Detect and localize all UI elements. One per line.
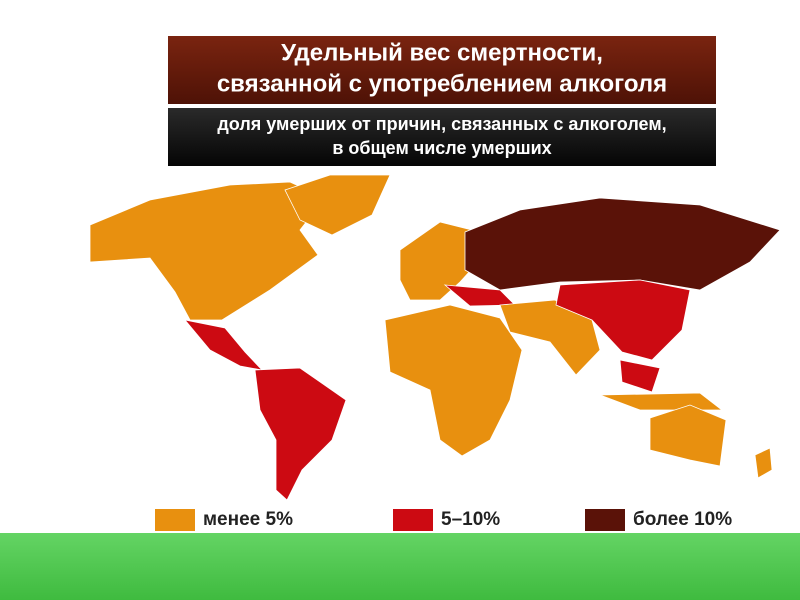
legend-swatch bbox=[393, 509, 433, 531]
subtitle-box bbox=[168, 108, 716, 166]
legend-label: 5–10% bbox=[441, 509, 500, 530]
subtitle-line: доля умерших от причин, связанных с алко… bbox=[217, 114, 666, 134]
title-line: Удельный вес смертности, bbox=[281, 39, 603, 66]
title-box bbox=[168, 36, 716, 104]
central-america bbox=[183, 319, 264, 371]
china bbox=[555, 279, 691, 361]
southeast-asia bbox=[619, 359, 661, 393]
legend-label: более 10% bbox=[633, 509, 732, 530]
world-map bbox=[89, 174, 781, 501]
russia bbox=[464, 197, 781, 291]
indonesia bbox=[599, 392, 724, 411]
africa bbox=[384, 304, 523, 457]
legend-swatch bbox=[155, 509, 195, 531]
greenland bbox=[284, 174, 391, 236]
australia bbox=[649, 404, 727, 467]
south-america bbox=[254, 367, 347, 501]
title-line: связанной с употреблением алкоголя bbox=[217, 70, 667, 97]
new-zealand bbox=[754, 447, 773, 479]
footer-bar bbox=[0, 533, 800, 600]
legend-swatch bbox=[585, 509, 625, 531]
north-america bbox=[89, 181, 326, 321]
europe bbox=[399, 221, 481, 301]
legend-label: менее 5% bbox=[203, 509, 293, 530]
subtitle-line: в общем числе умерших bbox=[332, 138, 551, 158]
